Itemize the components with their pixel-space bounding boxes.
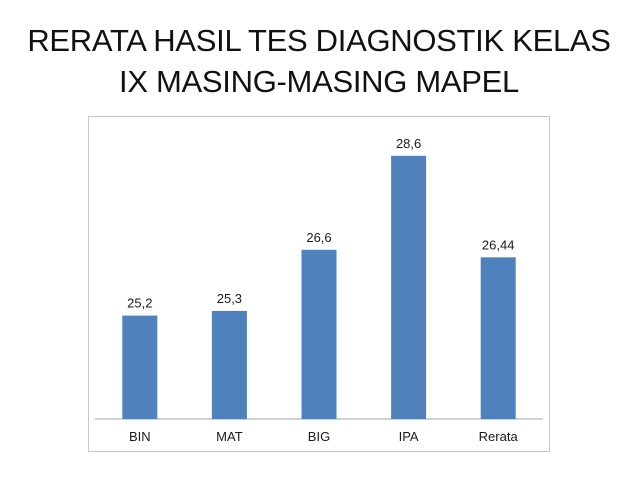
slide-title-line-1: RERATA HASIL TES DIAGNOSTIK KELAS [27, 23, 611, 58]
slide-title: RERATA HASIL TES DIAGNOSTIK KELAS IX MAS… [0, 20, 638, 102]
bar-ipa [391, 155, 427, 420]
bar-chart: 25,2 BIN 25,3 MAT 26,6 BIG 28,6 IPA 26,44 Rerata [95, 136, 543, 444]
bar-mat [211, 310, 247, 419]
bar-bin [122, 315, 158, 419]
x-tick-label-bin: BIN [129, 429, 151, 444]
data-label-rerata: 26,44 [482, 237, 515, 252]
x-tick-label-rerata: Rerata [479, 429, 519, 444]
data-label-ipa: 28,6 [396, 136, 421, 151]
slide-title-line-2: IX MASING-MASING MAPEL [119, 64, 519, 99]
x-tick-label-big: BIG [308, 429, 330, 444]
bar-rerata [480, 257, 516, 419]
data-label-mat: 25,3 [217, 291, 242, 306]
x-tick-label-ipa: IPA [399, 429, 419, 444]
chart-frame: 25,2 BIN 25,3 MAT 26,6 BIG 28,6 IPA 26,44 Rerata [88, 116, 550, 452]
data-label-bin: 25,2 [127, 296, 152, 311]
x-tick-label-mat: MAT [216, 429, 243, 444]
data-label-big: 26,6 [306, 230, 331, 245]
bar-big [301, 249, 337, 419]
